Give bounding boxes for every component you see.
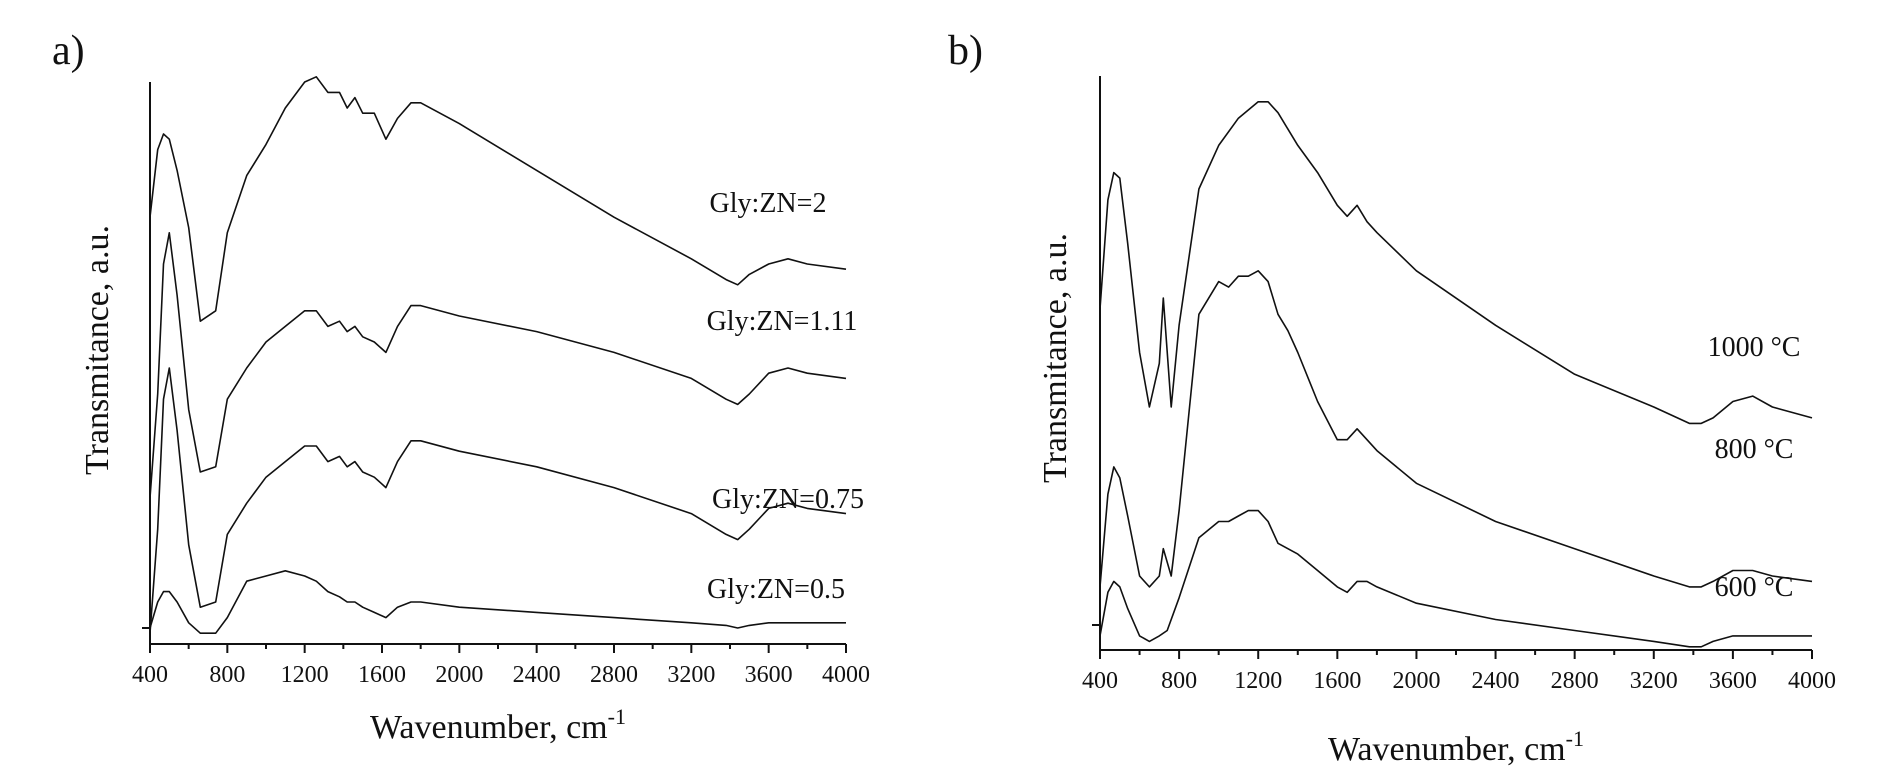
panel-b-series-label-1: 1000 °C xyxy=(1708,332,1801,363)
panel-a-x-tick-label: 4000 xyxy=(822,662,870,688)
panel-b-series-3 xyxy=(1099,509,1812,648)
panel-a-series-label-2: Gly:ZN=1.11 xyxy=(707,306,858,337)
panel-a-x-tick-label: 3200 xyxy=(667,662,715,688)
panel-b-x-tick-label: 2000 xyxy=(1392,668,1440,694)
panel-b-letter: b) xyxy=(948,28,983,74)
panel-a-y-axis-label: Transmitance, a.u. xyxy=(79,225,116,475)
panel-b-series-1 xyxy=(1099,101,1813,425)
panel-b-x-tick-label: 1600 xyxy=(1313,668,1361,694)
panel-a: a) 400 800 1200 1600 2000 2400 2800 3200 3600 4000… xyxy=(52,28,870,746)
panel-a-x-tick-label: 400 xyxy=(132,662,168,688)
panel-a-series-3 xyxy=(149,367,847,634)
panel-b-x-tick-label: 2800 xyxy=(1551,668,1599,694)
panel-b-x-tick-label: 800 xyxy=(1161,668,1197,694)
panel-a-series-4 xyxy=(149,570,846,634)
panel-a-x-tick-label: 3600 xyxy=(745,662,793,688)
panel-b-y-axis-label: Transmitance, a.u. xyxy=(1037,233,1074,483)
panel-a-letter: a) xyxy=(52,28,85,74)
panel-b-x-axis-label: Wavenumber, cm-1 xyxy=(1328,726,1584,768)
panel-a-x-tick-label: 2000 xyxy=(435,662,483,688)
panel-b-x-tick-label: 2400 xyxy=(1472,668,1520,694)
panel-a-x-tick-label: 2800 xyxy=(590,662,638,688)
panel-b-series-label-3: 600 °C xyxy=(1715,572,1794,603)
panel-b-x-tick-label: 1200 xyxy=(1234,668,1282,694)
panel-a-series-label-4: Gly:ZN=0.5 xyxy=(707,574,845,605)
panel-a-x-axis-label: Wavenumber, cm-1 xyxy=(370,704,626,746)
panel-b-series-2 xyxy=(1099,270,1813,588)
panel-b-x-tick-label: 400 xyxy=(1082,668,1118,694)
panel-a-x-tick-label: 1600 xyxy=(358,662,406,688)
panel-a-x-tick-label: 2400 xyxy=(513,662,561,688)
panel-a-series-1 xyxy=(149,76,847,322)
panel-b-x-tick-label: 3200 xyxy=(1630,668,1678,694)
panel-b: b) 400 800 1200 1600 2000 2400 2800 3200 3600 4000… xyxy=(948,28,1836,768)
panel-a-series-label-1: Gly:ZN=2 xyxy=(710,188,827,219)
panel-a-x-tick-label: 800 xyxy=(209,662,245,688)
panel-b-x-tick-label: 4000 xyxy=(1788,668,1836,694)
panel-a-series-2 xyxy=(149,232,847,499)
panel-b-series-label-2: 800 °C xyxy=(1715,434,1794,465)
panel-b-x-tick-label: 3600 xyxy=(1709,668,1757,694)
panel-a-series-label-3: Gly:ZN=0.75 xyxy=(712,484,864,515)
panel-a-x-tick-label: 1200 xyxy=(281,662,329,688)
